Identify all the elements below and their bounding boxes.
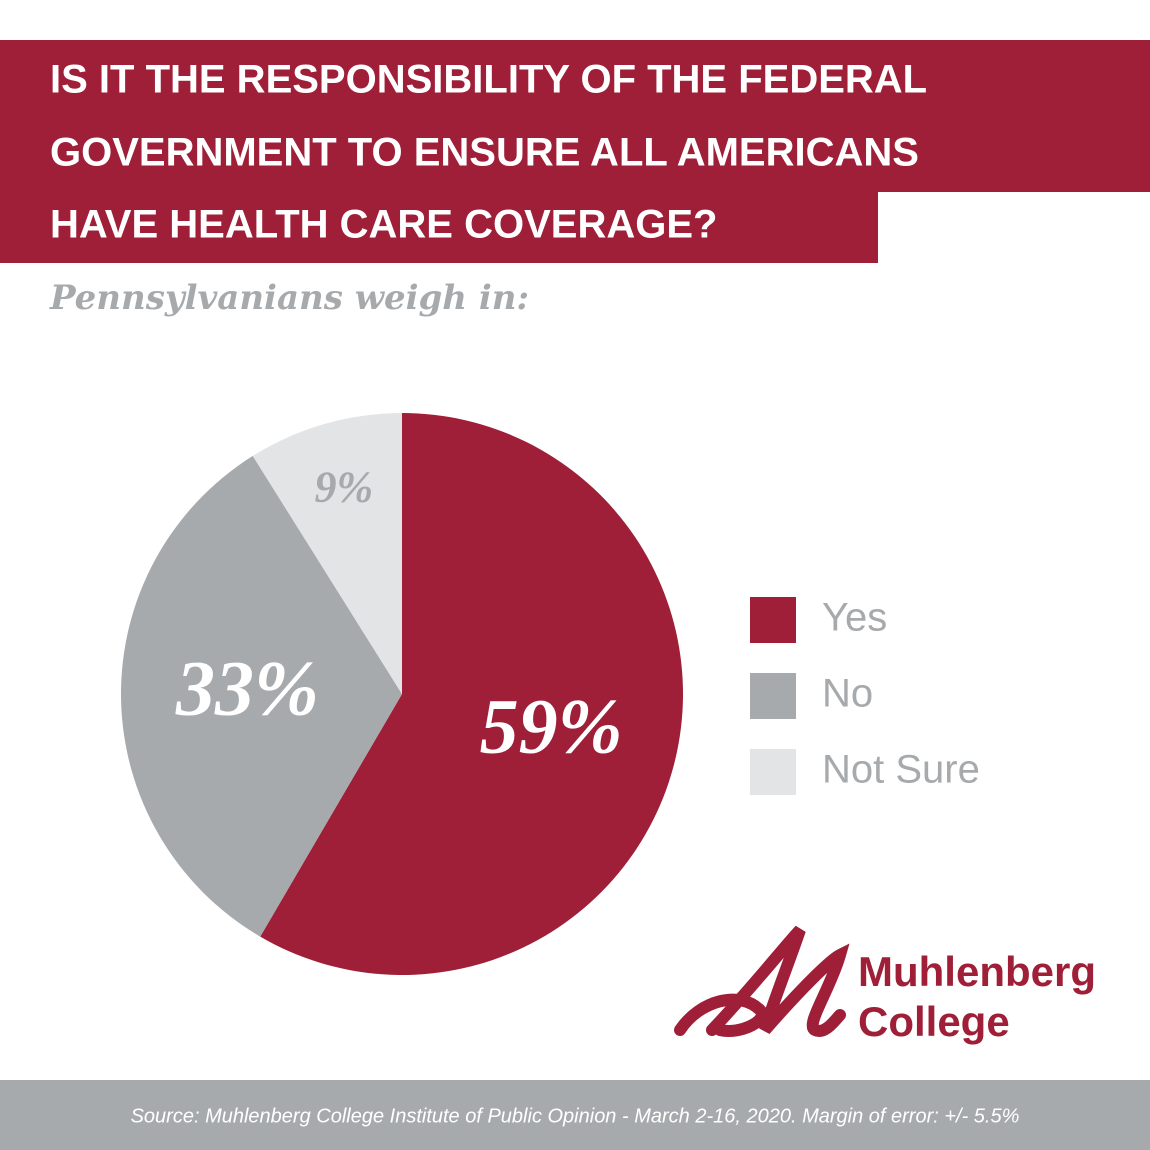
value-label: 33% <box>175 644 319 731</box>
title-line: IS IT THE RESPONSIBILITY OF THE FEDERAL <box>50 58 927 102</box>
title-band <box>0 40 1150 192</box>
legend-label: No <box>822 672 873 716</box>
footer <box>0 1080 1150 1150</box>
legend: Yes No Not Sure <box>750 596 980 795</box>
title-line: HAVE HEALTH CARE COVERAGE? <box>50 203 717 247</box>
value-label: 9% <box>314 463 373 512</box>
legend-label: Not Sure <box>822 748 980 792</box>
pie-slice <box>252 413 402 694</box>
pie: 59% 33% 9% <box>120 413 684 975</box>
value-label: 59% <box>480 682 623 769</box>
legend-swatch <box>750 673 796 719</box>
legend-label: Yes <box>822 596 887 640</box>
legend-swatch <box>750 749 796 795</box>
title-line: GOVERNMENT TO ENSURE ALL AMERICANS <box>50 131 919 175</box>
subtitle: Pennsylvanians weigh in: <box>49 278 529 318</box>
source: Source: Muhlenberg College Institute of … <box>131 1105 1020 1127</box>
pie-slice <box>120 455 402 937</box>
logo-mark <box>674 925 850 1037</box>
logo-text: College <box>858 998 1010 1045</box>
logo-text: Muhlenberg <box>858 948 1096 995</box>
title-band <box>0 190 878 263</box>
pie-slice <box>260 413 684 975</box>
legend-swatch <box>750 597 796 643</box>
